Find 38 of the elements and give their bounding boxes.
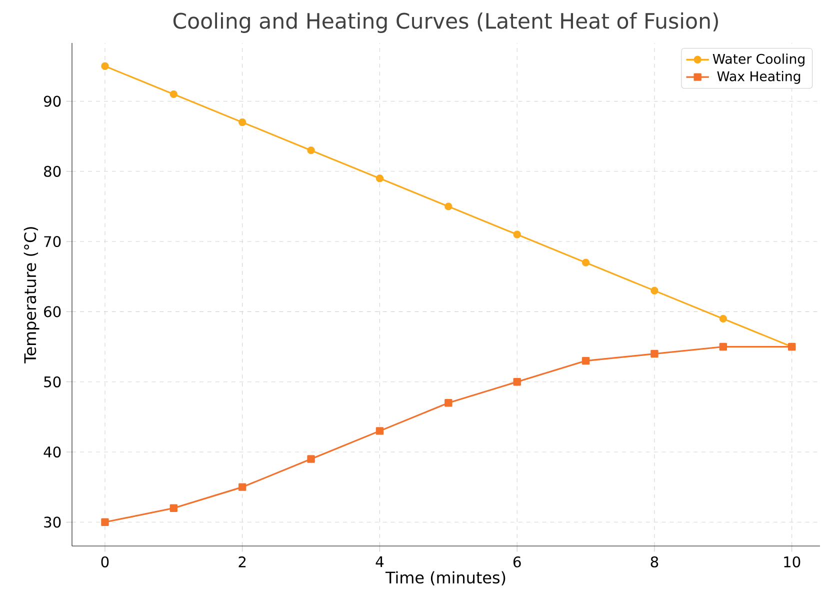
y-tick-label: 30: [44, 516, 61, 528]
y-axis-title: Temperature (°C): [24, 227, 40, 364]
x-tick-label: 4: [376, 556, 384, 568]
point: [307, 146, 315, 154]
point: [444, 399, 452, 407]
x-tick-label: 2: [238, 556, 246, 568]
point: [101, 62, 109, 70]
point: [513, 378, 521, 386]
y-tick-label: 80: [44, 166, 61, 177]
point: [238, 118, 246, 126]
point: [650, 286, 658, 294]
x-tick-label: 6: [513, 556, 521, 568]
point: [719, 314, 728, 323]
y-tick-label: 90: [44, 96, 61, 107]
y-tick-label: 40: [44, 446, 61, 458]
x-axis-title: Time (minutes): [385, 571, 506, 586]
point: [582, 258, 590, 266]
point: [582, 356, 590, 365]
point: [170, 90, 178, 98]
x-tick-label: 0: [101, 556, 109, 568]
y-tick-label: 70: [44, 236, 61, 248]
point: [376, 427, 384, 435]
point: [376, 174, 384, 182]
point: [238, 483, 246, 491]
y-tick-label: 50: [44, 376, 61, 388]
y-tick-label: 60: [44, 306, 61, 318]
x-tick-label: 10: [784, 556, 800, 568]
x-tick-label: 8: [650, 556, 658, 568]
point: [719, 342, 728, 351]
point: [170, 504, 178, 512]
legend-label: Wax Heating: [717, 70, 800, 84]
point: [513, 230, 521, 238]
point: [307, 455, 315, 463]
point: [650, 350, 658, 358]
point: [444, 202, 452, 210]
point: [101, 518, 109, 526]
chart-title: Cooling and Heating Curves (Latent Heat of Fusion): [173, 12, 718, 33]
legend-label: Water Cooling: [712, 54, 804, 66]
